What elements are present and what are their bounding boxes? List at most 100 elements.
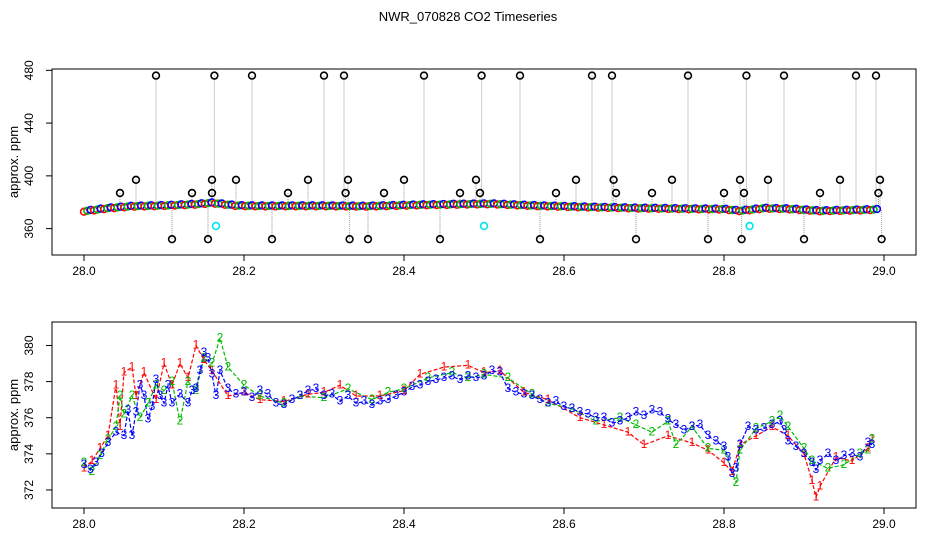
bottom-series-3-label: 3 xyxy=(721,439,728,453)
bottom-series-3-label: 3 xyxy=(169,395,176,409)
bottom-series-2-label: 2 xyxy=(753,421,760,435)
bottom-series-3-label: 3 xyxy=(593,410,600,424)
bottom-series-3-label: 3 xyxy=(473,370,480,384)
bottom-series-3-label: 3 xyxy=(809,455,816,469)
bottom-series-3-label: 3 xyxy=(857,450,864,464)
top-flagged-point xyxy=(479,221,489,231)
top-outlier-point xyxy=(207,175,217,185)
bottom-series-1-label: 1 xyxy=(89,453,96,467)
bottom-series-3-label: 3 xyxy=(185,395,192,409)
bottom-series-2-label: 2 xyxy=(105,432,112,446)
bottom-series-1-label: 1 xyxy=(281,394,288,408)
bottom-series-3-label: 3 xyxy=(129,428,136,442)
bottom-x-tick-label: 29.0 xyxy=(872,517,896,531)
bottom-series-3-label: 3 xyxy=(725,450,732,464)
bottom-series-2-label: 2 xyxy=(465,370,472,384)
bottom-series-3-label: 3 xyxy=(489,363,496,377)
top-y-axis-label: approx. ppm xyxy=(6,126,21,198)
bottom-series-3-label: 3 xyxy=(161,395,168,409)
bottom-y-tick-label: 376 xyxy=(22,407,36,427)
bottom-x-tick-label: 28.4 xyxy=(392,517,416,531)
bottom-series-2-label: 2 xyxy=(593,413,600,427)
bottom-series-1-label: 1 xyxy=(729,464,736,478)
bottom-series-2-label: 2 xyxy=(281,395,288,409)
bottom-series-1-label: 1 xyxy=(521,385,528,399)
bottom-series-2-label: 2 xyxy=(505,370,512,384)
bottom-series-3-label: 3 xyxy=(561,399,568,413)
bottom-series-3-label: 3 xyxy=(737,437,744,451)
bottom-series-3-label: 3 xyxy=(625,410,632,424)
bottom-series-3-label: 3 xyxy=(697,417,704,431)
bottom-series-3-label: 3 xyxy=(813,462,820,476)
top-outlier-point xyxy=(339,71,349,80)
bottom-series-1-label: 1 xyxy=(185,370,192,384)
bottom-series-2-label: 2 xyxy=(137,410,144,424)
bottom-series-3-label: 3 xyxy=(841,448,848,462)
bottom-series-2-label: 2 xyxy=(369,392,376,406)
bottom-x-tick-label: 28.0 xyxy=(72,517,96,531)
top-outlier-point xyxy=(667,175,677,185)
bottom-y-axis-label: approx. ppm xyxy=(6,379,21,451)
bottom-series-1-label: 1 xyxy=(869,432,876,446)
bottom-series-3-label: 3 xyxy=(105,435,112,449)
bottom-series-2-label: 2 xyxy=(321,390,328,404)
bottom-series-3-label: 3 xyxy=(609,415,616,429)
bottom-series-3-label: 3 xyxy=(249,390,256,404)
bottom-series-3-label: 3 xyxy=(665,412,672,426)
bottom-series-1-label: 1 xyxy=(665,428,672,442)
top-outlier-point xyxy=(611,188,621,198)
top-outlier-point xyxy=(435,234,445,244)
top-y-tick-label: 400 xyxy=(22,166,36,186)
bottom-series-3-label: 3 xyxy=(457,372,464,386)
bottom-series-2-label: 2 xyxy=(425,370,432,384)
bottom-series-3-label: 3 xyxy=(189,383,196,397)
bottom-series-3-label: 3 xyxy=(833,453,840,467)
bottom-series-3-label: 3 xyxy=(98,446,105,460)
bottom-series-2-label: 2 xyxy=(825,460,832,474)
top-outlier-point xyxy=(875,175,885,185)
bottom-series-3-label: 3 xyxy=(165,377,172,391)
bottom-series-3-label: 3 xyxy=(649,403,656,417)
bottom-series-3-label: 3 xyxy=(801,446,808,460)
top-outlier-point xyxy=(799,234,809,244)
bottom-series-1-label: 1 xyxy=(497,363,504,377)
top-outlier-point xyxy=(815,188,825,198)
bottom-series-1-label: 1 xyxy=(833,450,840,464)
bottom-series-3-label: 3 xyxy=(321,388,328,402)
bottom-series-3-label: 3 xyxy=(385,392,392,406)
bottom-series-3-label: 3 xyxy=(433,372,440,386)
bottom-series-3-label: 3 xyxy=(577,404,584,418)
bottom-series-1-label: 1 xyxy=(201,352,208,366)
bottom-series-1-label: 1 xyxy=(441,359,448,373)
top-outlier-point xyxy=(303,175,313,185)
bottom-series-2-label: 2 xyxy=(89,464,96,478)
bottom-series-3-label: 3 xyxy=(617,413,624,427)
bottom-x-tick-label: 28.8 xyxy=(712,517,736,531)
bottom-series-3-label: 3 xyxy=(521,386,528,400)
bottom-series-3-label: 3 xyxy=(137,377,144,391)
top-outlier-point xyxy=(607,71,617,80)
bottom-series-2-label: 2 xyxy=(449,365,456,379)
bottom-series-2-label: 2 xyxy=(869,432,876,446)
top-x-tick-label: 28.4 xyxy=(392,264,416,278)
bottom-series-2-label: 2 xyxy=(97,448,104,462)
bottom-series-1-label: 1 xyxy=(81,460,88,474)
bottom-series-2-label: 2 xyxy=(689,419,696,433)
bottom-series-2-label: 2 xyxy=(241,377,248,391)
top-outlier-point xyxy=(187,188,197,198)
bottom-series-3-label: 3 xyxy=(497,365,504,379)
bottom-series-1-label: 1 xyxy=(169,377,176,391)
bottom-series-2-label: 2 xyxy=(785,419,792,433)
bottom-series-1-label: 1 xyxy=(865,441,872,455)
bottom-series-3-label: 3 xyxy=(217,363,224,377)
bottom-series-1-label: 1 xyxy=(481,365,488,379)
top-outlier-point xyxy=(455,188,465,198)
bottom-series-1-label: 1 xyxy=(133,388,140,402)
bottom-series-2-label: 2 xyxy=(153,377,160,391)
bottom-series-1-label: 1 xyxy=(105,428,112,442)
top-outlier-point xyxy=(835,175,845,185)
bottom-series-1-label: 1 xyxy=(305,386,312,400)
bottom-series-2-label: 2 xyxy=(481,367,488,381)
bottom-series-3-label: 3 xyxy=(633,404,640,418)
bottom-series-3-label: 3 xyxy=(241,385,248,399)
